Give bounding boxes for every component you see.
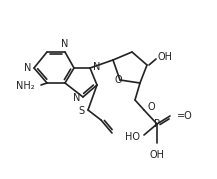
Text: N: N [61, 39, 69, 49]
Text: HO: HO [125, 132, 140, 142]
Text: O: O [114, 75, 122, 85]
Text: OH: OH [150, 150, 164, 160]
Text: N: N [93, 62, 100, 72]
Text: S: S [78, 106, 84, 116]
Text: NH₂: NH₂ [16, 81, 35, 91]
Text: P: P [154, 119, 160, 129]
Text: N: N [24, 63, 31, 73]
Text: N: N [73, 93, 80, 103]
Text: =O: =O [177, 111, 193, 121]
Text: O: O [147, 102, 155, 112]
Text: OH: OH [157, 52, 172, 62]
